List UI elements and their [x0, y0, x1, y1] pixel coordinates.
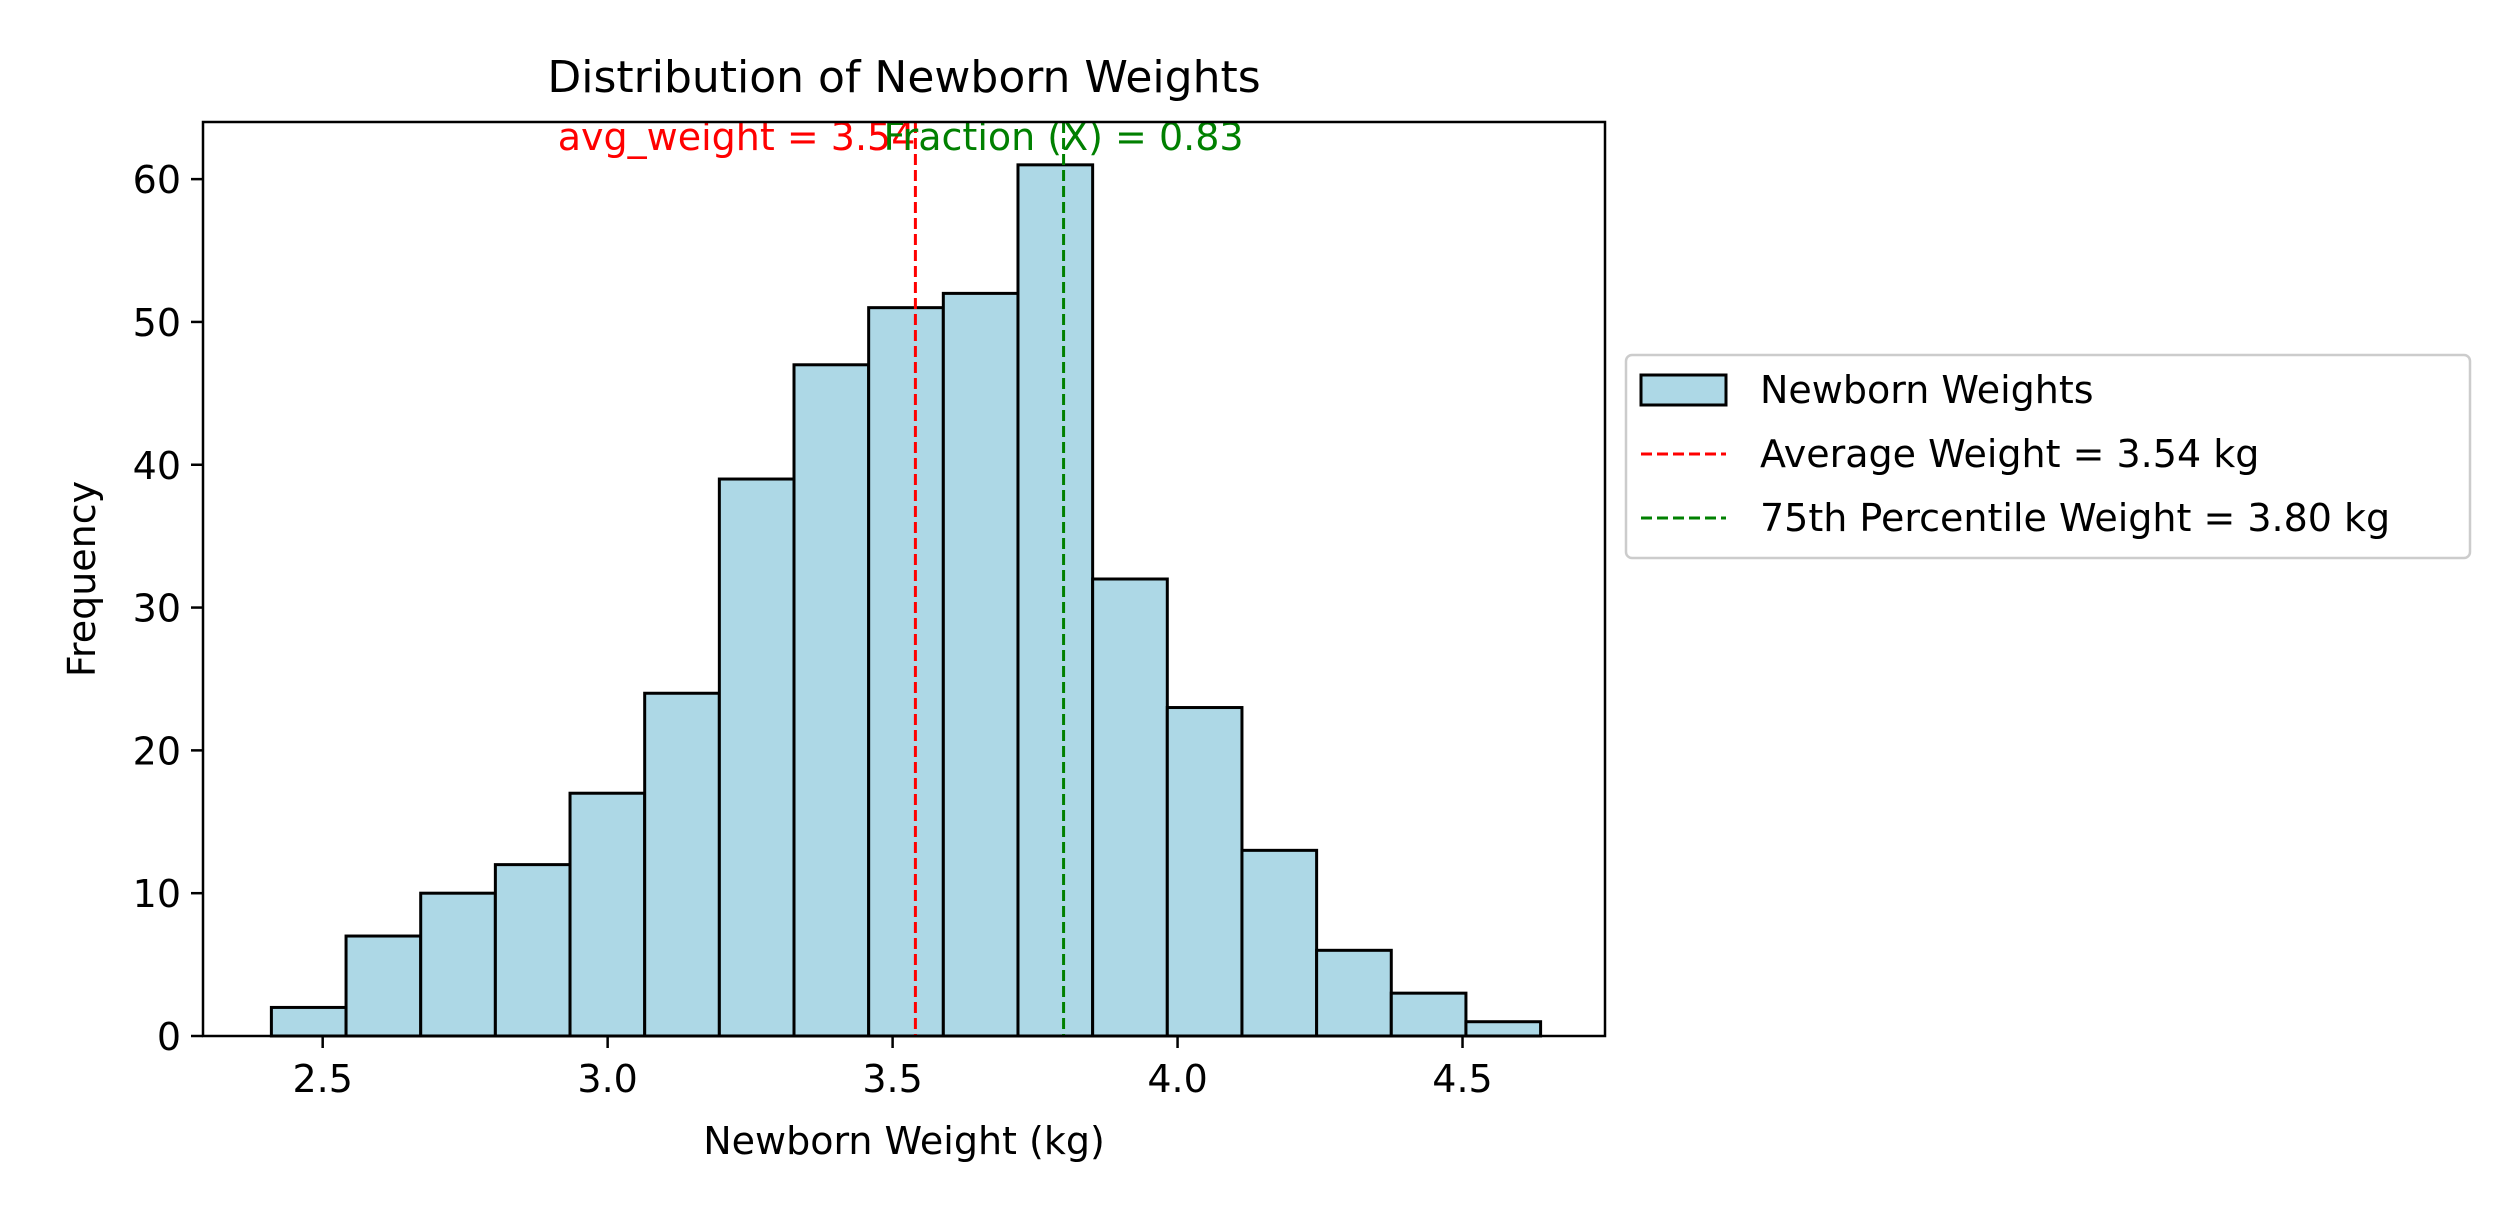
- histogram-bar: [643, 691, 721, 1038]
- legend-entries: Newborn Weights Average Weight = 3.54 kg 7…: [1639, 368, 2390, 540]
- histogram-bar: [1389, 991, 1468, 1038]
- histogram-bar: [493, 863, 572, 1038]
- y-tick-label: 40: [133, 444, 181, 488]
- legend-frame: [1624, 353, 2472, 560]
- x-tick-label: 3.5: [862, 1057, 922, 1101]
- y-tick-label: 30: [133, 587, 181, 631]
- histogram-bar: [1315, 948, 1393, 1038]
- x-axis-label: Newborn Weight (kg): [703, 1119, 1105, 1163]
- y-axis-label: Frequency: [60, 481, 104, 677]
- histogram-bar: [717, 477, 796, 1038]
- histogram-bar: [1165, 706, 1244, 1038]
- histogram-bar: [867, 306, 945, 1038]
- y-tick-label: 50: [133, 301, 181, 345]
- histogram-bar: [941, 291, 1020, 1038]
- y-tick-label: 10: [133, 872, 181, 916]
- legend-label: Newborn Weights: [1760, 368, 2094, 412]
- histogram-bar: [1240, 848, 1319, 1038]
- y-axis-ticks: 0 10 20 30 40 50 60: [133, 158, 203, 1059]
- legend: Newborn Weights Average Weight = 3.54 kg 7…: [1624, 353, 2472, 560]
- x-axis-ticks: 2.5 3.0 3.5 4.0 4.5: [292, 1036, 1493, 1101]
- y-tick-label: 20: [133, 729, 181, 773]
- x-tick-label: 2.5: [292, 1057, 352, 1101]
- histogram-bar: [269, 1005, 348, 1038]
- histogram-bar: [419, 891, 497, 1038]
- histogram-bar: [1016, 163, 1095, 1038]
- histogram-bar: [568, 791, 647, 1038]
- bars-group: [269, 163, 1543, 1038]
- chart-title: Distribution of Newborn Weights: [547, 52, 1260, 103]
- histogram-bar: [1464, 1020, 1543, 1038]
- histogram-bar: [792, 363, 871, 1038]
- y-tick-label: 60: [133, 158, 181, 202]
- plot-frame: [201, 120, 1607, 1038]
- reference-lines-group: [913, 122, 1066, 1036]
- x-tick-label: 3.0: [577, 1057, 637, 1101]
- histogram-bar: [344, 934, 423, 1038]
- histogram-bar: [1091, 577, 1169, 1038]
- y-tick-label: 0: [157, 1015, 181, 1059]
- legend-swatch: [1639, 373, 1728, 407]
- x-tick-label: 4.5: [1432, 1057, 1492, 1101]
- legend-label: 75th Percentile Weight = 3.80 kg: [1760, 496, 2390, 540]
- x-tick-label: 4.0: [1147, 1057, 1207, 1101]
- legend-label: Average Weight = 3.54 kg: [1760, 432, 2259, 476]
